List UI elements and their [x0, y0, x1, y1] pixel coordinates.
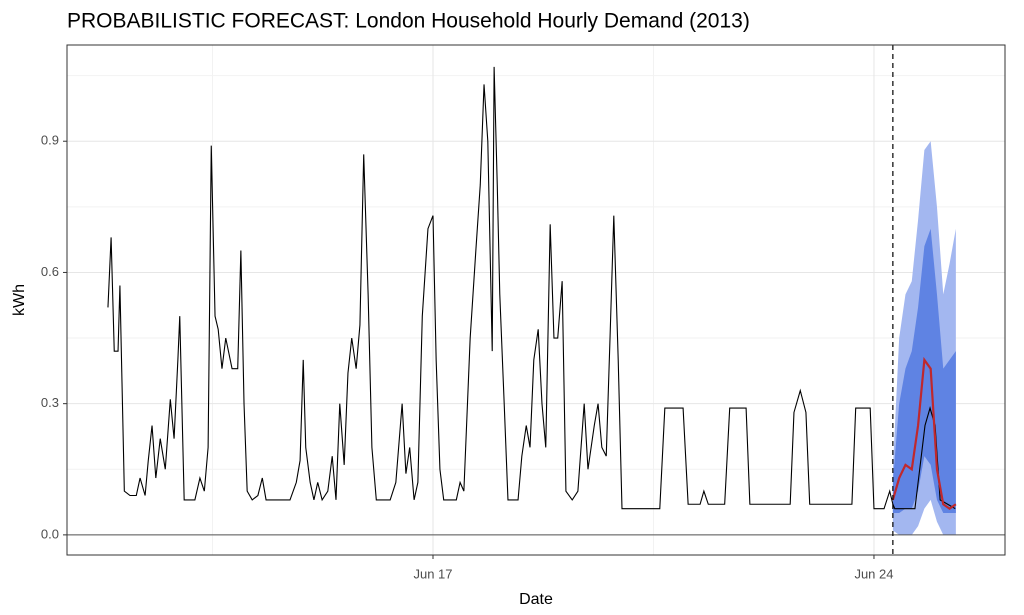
- x-tick-label: Jun 24: [854, 566, 893, 581]
- y-axis-label: kWh: [11, 284, 28, 316]
- grid: [67, 45, 1005, 555]
- axes: 0.0 0.3 0.6 0.9 Jun 17 Jun 24: [41, 133, 894, 582]
- forecast-median: [891, 356, 957, 510]
- y-tick-label: 0.9: [41, 133, 59, 148]
- y-tick-label: 0.0: [41, 526, 59, 541]
- y-tick-label: 0.3: [41, 395, 59, 410]
- y-tick-label: 0.6: [41, 264, 59, 279]
- plot-frame: [66, 44, 1006, 556]
- x-axis-label: Date: [519, 591, 553, 608]
- x-tick-label: Jun 17: [413, 566, 452, 581]
- chart-title: PROBABILISTIC FORECAST: London Household…: [67, 10, 750, 33]
- plot-area: [67, 45, 1005, 555]
- observed-line: [107, 66, 956, 510]
